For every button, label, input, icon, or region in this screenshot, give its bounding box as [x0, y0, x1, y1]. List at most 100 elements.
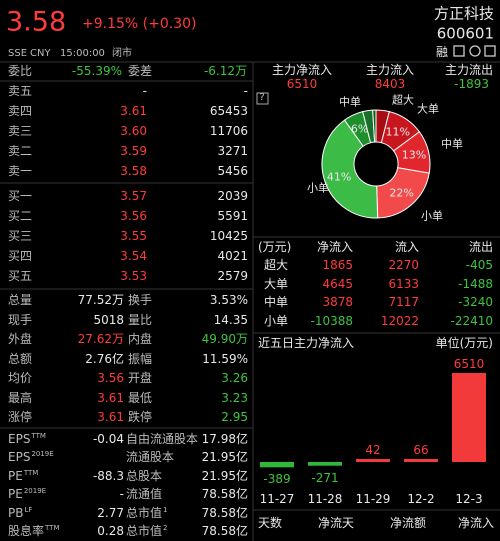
bar-label: 66	[413, 443, 429, 457]
bar	[404, 459, 438, 462]
level-label: 卖四	[8, 104, 33, 118]
metric-label: 总市值2	[126, 524, 168, 538]
table-cell: 小单	[264, 314, 289, 329]
stat-value: 14.35	[213, 312, 248, 327]
level-volume: -	[243, 84, 248, 98]
level-label: 卖二	[8, 144, 33, 158]
metric-label: 总市值1	[126, 505, 168, 520]
table-header: 净流入	[316, 240, 353, 254]
metric-label: 股息率TTM	[8, 524, 60, 538]
stat-value: 2.76亿	[85, 351, 124, 366]
table-header: 流入	[394, 240, 419, 254]
level-volume: 2579	[217, 269, 248, 283]
stat-label: 总额	[8, 351, 33, 366]
superscript: TTM	[45, 524, 60, 532]
segment-name: 小单	[307, 181, 329, 195]
flow-label: 主力流出	[444, 63, 493, 77]
bar	[356, 459, 390, 462]
stat-value: 11.59%	[202, 351, 248, 366]
stat-value: 27.62万	[77, 332, 124, 346]
stat-label: 跌停	[128, 410, 153, 424]
metric-value: 78.58亿	[201, 505, 248, 520]
metric-value: 78.58亿	[201, 487, 248, 502]
stat-value: 3.53%	[209, 293, 248, 307]
table-cell: 中单	[264, 295, 289, 310]
level-label: 买二	[8, 209, 33, 223]
stat-value: 3.61	[97, 410, 124, 424]
stat-label: 涨停	[8, 410, 33, 424]
table-cell: 大单	[264, 276, 289, 291]
metric-label: PETTM	[8, 468, 39, 483]
bar-label: -271	[311, 470, 339, 485]
chart-title: 近五日主力净流入	[258, 336, 355, 350]
metric-label: 流通股本	[126, 450, 175, 465]
stat-label: 振幅	[128, 351, 153, 366]
help-icon: ?	[259, 92, 265, 103]
table-cell: 3878	[322, 295, 353, 310]
metric-label: 自由流通股本	[126, 432, 199, 446]
superscript: 2	[163, 524, 168, 532]
superscript: 2019E	[23, 487, 47, 496]
flow-value: 8403	[374, 77, 406, 91]
flow-label: 主力流入	[365, 63, 415, 77]
segment-name: 大单	[417, 102, 439, 116]
bar	[260, 462, 294, 468]
stat-value: 3.56	[97, 371, 124, 385]
segment-name: 中单	[339, 95, 361, 109]
metric-value: -	[119, 487, 124, 502]
metric-value: 17.98亿	[201, 432, 248, 446]
stat-value: 3.61	[97, 390, 124, 405]
bar-label: 42	[365, 443, 381, 457]
segment-percent: 41%	[326, 170, 352, 183]
level-price: 3.55	[120, 229, 147, 243]
level-label: 买一	[8, 189, 33, 203]
metric-value: 21.95亿	[201, 468, 248, 483]
stat-label: 总量	[8, 293, 33, 307]
stat-value: 5018	[93, 312, 124, 327]
flow-value: -1893	[454, 77, 489, 91]
level-label: 买三	[8, 229, 33, 243]
stat-value: 3.26	[221, 371, 248, 385]
donut-segment	[372, 109, 377, 143]
stat-value: 3.23	[221, 390, 248, 405]
stock-code: 600601	[436, 24, 494, 43]
level-volume: 3271	[217, 144, 248, 158]
table-cell: 4645	[322, 276, 353, 291]
metric-label: 总股本	[126, 468, 163, 483]
stat-label: 现手	[8, 312, 33, 327]
metric-value: 21.95亿	[201, 450, 248, 465]
bar-label: -389	[263, 472, 291, 487]
metric-value: 0.28	[97, 524, 124, 538]
table-cell: 超大	[264, 258, 289, 272]
x-tick-label: 11-29	[355, 492, 391, 506]
currency: CNY	[30, 48, 51, 59]
segment-percent: 13%	[401, 148, 427, 162]
stat-label: 内盘	[128, 332, 153, 346]
table-header: 净流额	[390, 516, 427, 530]
level-price: 3.57	[120, 189, 147, 203]
level-volume: 11706	[209, 124, 248, 138]
table-header: 净流入	[458, 516, 495, 530]
table-cell: -3240	[458, 295, 493, 310]
level-price: 3.61	[120, 104, 147, 118]
superscript: 2019E	[31, 450, 54, 459]
table-header: 净流天	[318, 516, 355, 530]
level-price: -	[142, 84, 147, 98]
level-volume: 2039	[217, 189, 248, 203]
metric-value: -88.3	[92, 468, 124, 483]
table-header: 流出	[468, 240, 493, 254]
table-cell: -405	[465, 258, 493, 272]
segment-name: 小单	[421, 209, 443, 223]
level-volume: 5591	[217, 209, 248, 223]
level-volume: 5456	[217, 164, 248, 178]
table-cell: 12022	[380, 314, 419, 329]
stat-label: 最低	[128, 390, 153, 405]
segment-name: 中单	[441, 137, 463, 151]
level-volume: 10425	[209, 229, 248, 243]
donut-segment	[321, 119, 379, 219]
x-tick-label: 12-3	[455, 492, 483, 506]
level-volume: 4021	[217, 249, 248, 263]
level-label: 买四	[8, 249, 33, 263]
table-cell: -1488	[458, 276, 493, 291]
